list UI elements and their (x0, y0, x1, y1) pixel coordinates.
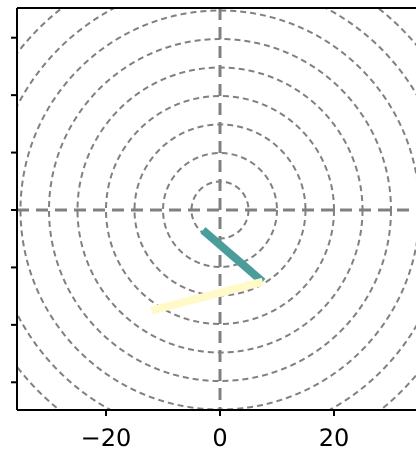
series-line-2 (150, 277, 264, 315)
reference-circle (17, 8, 416, 410)
series-layer (150, 227, 266, 315)
reference-circle (162, 152, 278, 268)
x-tick-label: −20 (81, 424, 132, 452)
series-line-1 (200, 227, 266, 285)
x-tick-label: 0 (212, 424, 227, 452)
reference-circle (105, 95, 335, 325)
axes: −20 0 20 (11, 7, 416, 452)
x-tick-label: 20 (319, 424, 350, 452)
